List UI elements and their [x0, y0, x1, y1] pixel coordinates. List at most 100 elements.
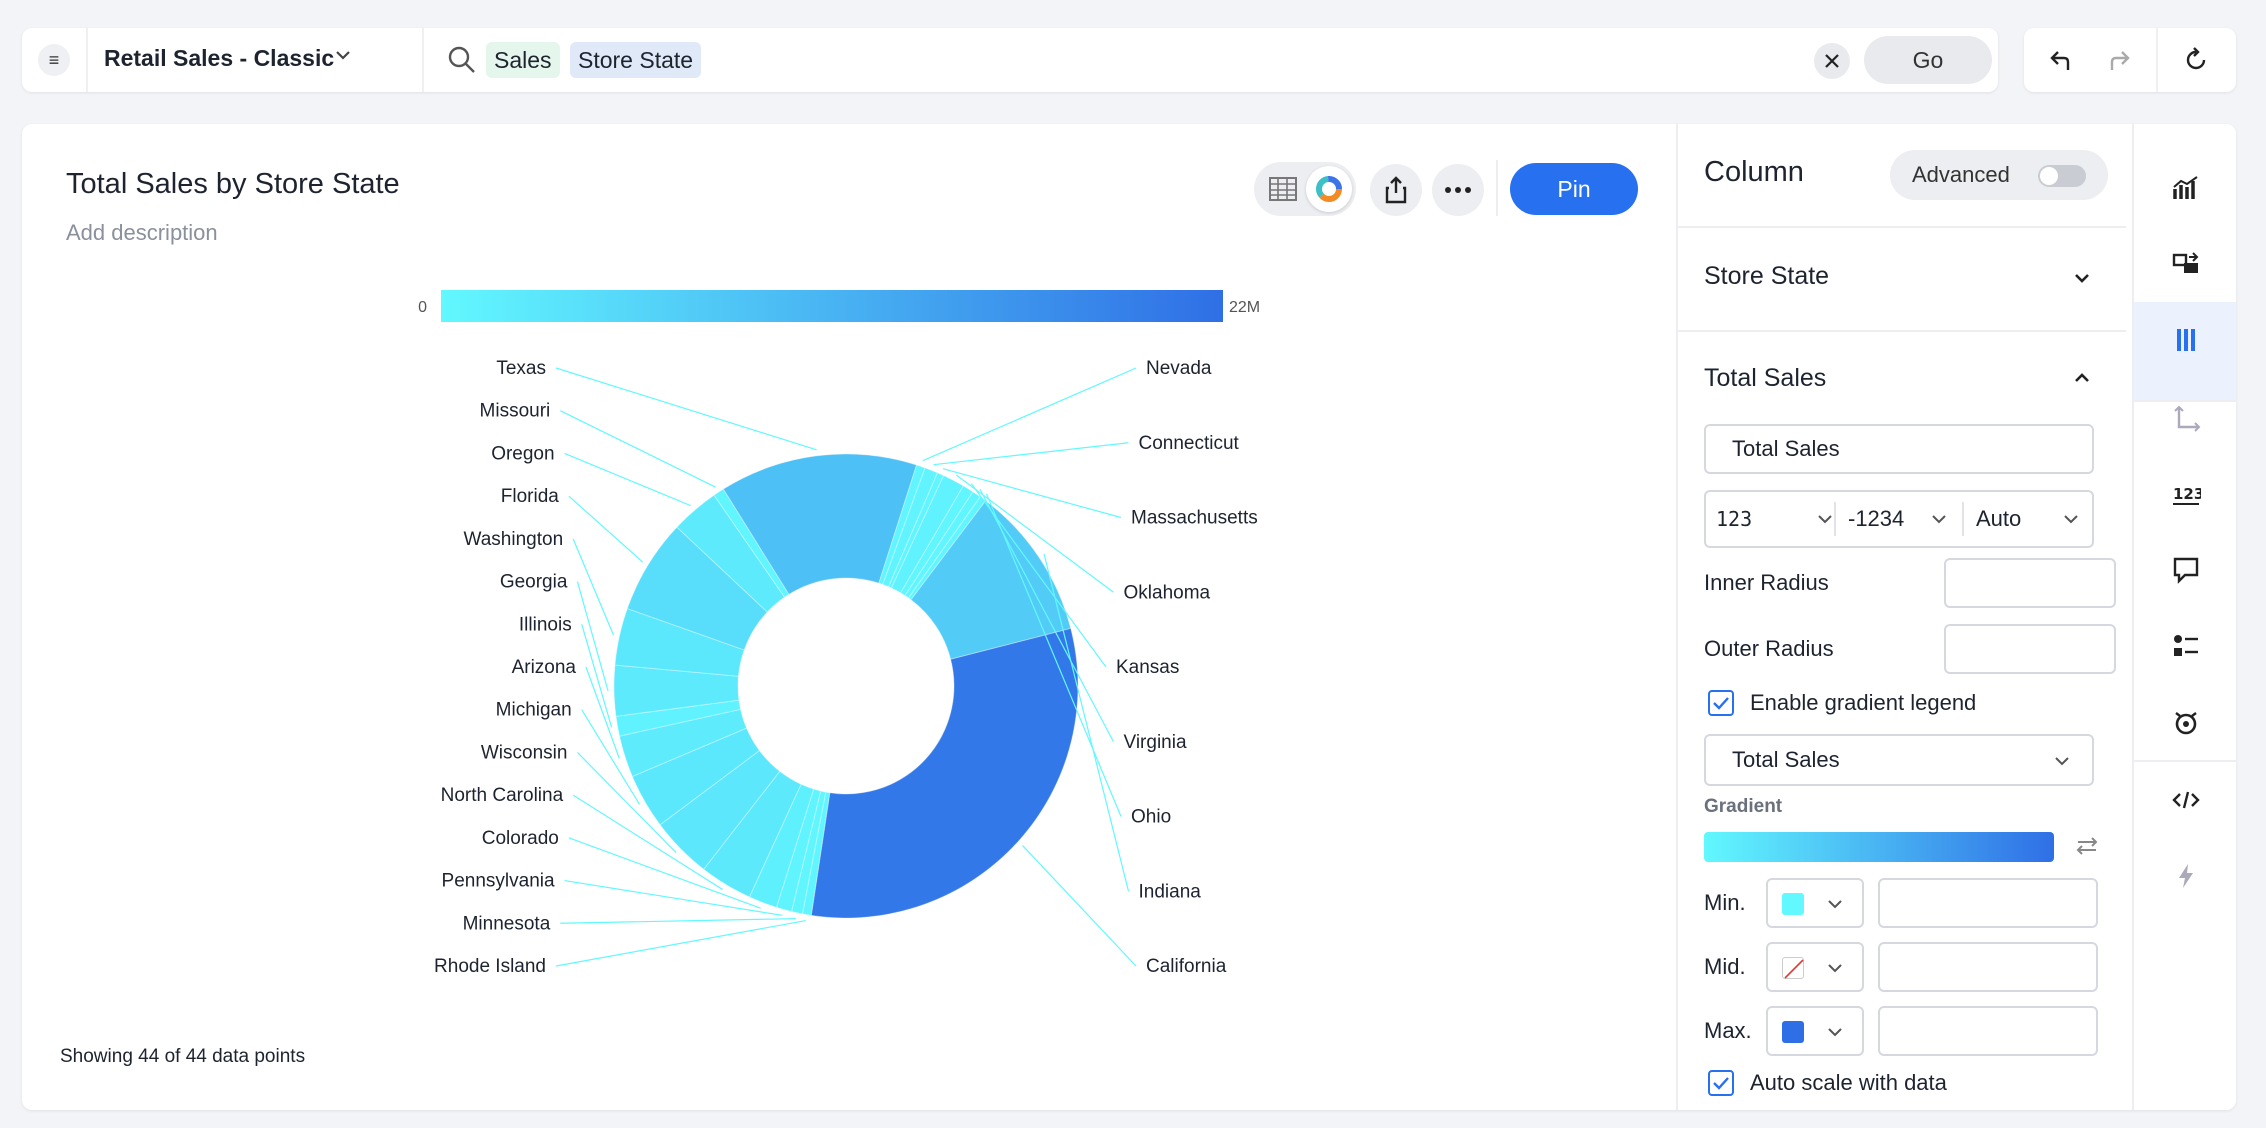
donut-slice[interactable]	[878, 464, 926, 586]
menu-icon[interactable]: ≡	[38, 44, 70, 76]
slice-label: Minnesota	[463, 913, 551, 934]
donut-slice[interactable]	[676, 494, 786, 613]
donut-slice[interactable]	[748, 783, 815, 908]
negative-format-select[interactable]: -1234	[1848, 492, 1948, 546]
chevron-down-icon[interactable]	[2068, 264, 2096, 292]
undo-icon[interactable]	[2046, 44, 2078, 76]
donut-slice[interactable]	[801, 791, 831, 916]
reset-icon[interactable]	[2180, 44, 2212, 76]
label-connector	[581, 709, 641, 805]
label-connector	[577, 752, 677, 854]
inner-radius-label: Inner Radius	[1704, 570, 1829, 595]
gradient-preview	[1704, 832, 2054, 862]
advanced-toggle[interactable]: Advanced	[1890, 150, 2108, 200]
search-token[interactable]: Sales	[486, 42, 560, 78]
max-color-picker[interactable]	[1766, 1006, 1864, 1056]
slice-label: Oregon	[491, 443, 554, 464]
donut-slice[interactable]	[910, 500, 1072, 660]
axes-icon[interactable]	[2168, 402, 2204, 438]
more-options-button[interactable]	[1432, 164, 1484, 216]
comment-icon[interactable]	[2168, 552, 2204, 588]
checkmark-icon	[1713, 1077, 1729, 1090]
label-connector	[560, 410, 716, 488]
swap-gradient-icon[interactable]	[2074, 834, 2100, 863]
data-source-name[interactable]: Retail Sales - Classic	[104, 45, 335, 71]
mid-color-picker[interactable]	[1766, 942, 1864, 992]
slice-label: Washington	[464, 529, 564, 550]
min-label: Min.	[1704, 890, 1746, 915]
search-token[interactable]: Store State	[570, 42, 702, 78]
embed-code-icon[interactable]	[2168, 782, 2204, 818]
number-format-icon[interactable]: 123	[2168, 476, 2204, 512]
advanced-switch[interactable]	[2038, 165, 2086, 187]
redo-icon[interactable]	[2102, 44, 2134, 76]
divider	[2156, 28, 2158, 92]
data-points-count: Showing 44 of 44 data points	[60, 1046, 306, 1067]
donut-slice[interactable]	[887, 472, 945, 589]
spark-icon[interactable]	[2168, 858, 2204, 894]
share-button[interactable]	[1370, 164, 1422, 216]
search-icon	[446, 44, 478, 76]
donut-slice[interactable]	[775, 788, 822, 913]
alert-icon[interactable]	[2168, 704, 2204, 740]
swap-icon[interactable]	[2168, 246, 2204, 282]
donut-slice[interactable]	[626, 526, 768, 651]
max-value-input[interactable]	[1878, 1006, 2098, 1056]
slice-label: Ohio	[1131, 807, 1171, 828]
chevron-down-icon	[1932, 515, 1946, 524]
donut-slice[interactable]	[702, 770, 802, 898]
divider	[1678, 330, 2126, 332]
donut-slice[interactable]	[614, 607, 745, 677]
auto-scale-label: Auto scale with data	[1750, 1070, 1947, 1095]
slice-label: North Carolina	[441, 785, 564, 806]
chevron-down-icon	[1828, 1028, 1842, 1037]
go-button[interactable]: Go	[1864, 36, 1992, 84]
clear-search-button[interactable]	[1814, 43, 1850, 79]
min-value-input[interactable]	[1878, 878, 2098, 928]
label-connector	[564, 452, 691, 507]
description-field[interactable]: Add description	[66, 220, 218, 245]
section-store-state[interactable]: Store State	[1704, 262, 1830, 290]
divider	[422, 28, 424, 92]
pin-button[interactable]: Pin	[1510, 163, 1638, 215]
format-category-select[interactable]: 123	[1716, 492, 1834, 546]
chart-view-icon[interactable]	[1306, 166, 1352, 212]
label-connector	[585, 666, 620, 759]
mid-label: Mid.	[1704, 954, 1746, 979]
history-toolbar	[2024, 28, 2236, 92]
outer-radius-input[interactable]	[1944, 624, 2116, 674]
gradient-legend-label: Enable gradient legend	[1750, 690, 1977, 715]
label-connector	[572, 794, 723, 891]
section-total-sales[interactable]: Total Sales	[1704, 364, 1827, 392]
label-connector	[942, 468, 1122, 519]
inner-radius-input[interactable]	[1944, 558, 2116, 608]
chevron-down-icon	[1828, 900, 1842, 909]
chevron-up-icon[interactable]	[2068, 364, 2096, 392]
units-select[interactable]: Auto	[1976, 492, 2080, 546]
auto-scale-checkbox[interactable]	[1708, 1070, 1734, 1096]
legend-icon[interactable]	[2168, 628, 2204, 664]
donut-slice[interactable]	[904, 491, 981, 599]
min-color-picker[interactable]	[1766, 878, 1864, 928]
view-toggle	[1254, 162, 1356, 216]
donut-slice[interactable]	[882, 467, 939, 588]
gradient-legend-checkbox[interactable]	[1708, 690, 1734, 716]
checkmark-icon	[1713, 697, 1729, 710]
donut-slice[interactable]	[790, 790, 827, 915]
column-name-input[interactable]: Total Sales	[1704, 424, 2094, 474]
gradient-measure-select[interactable]: Total Sales	[1704, 734, 2094, 786]
mid-value-input[interactable]	[1878, 942, 2098, 992]
chart-title[interactable]: Total Sales by Store State	[66, 168, 400, 200]
donut-slice[interactable]	[810, 627, 1079, 919]
settings-rail: 123	[2132, 124, 2236, 1110]
table-view-icon[interactable]	[1268, 174, 1298, 204]
slice-label: Pennsylvania	[442, 871, 555, 892]
chevron-down-icon[interactable]	[332, 44, 354, 72]
divider	[86, 28, 88, 92]
donut-slice[interactable]	[713, 488, 790, 598]
donut-slice[interactable]	[722, 453, 918, 596]
search-bar: ≡ Retail Sales - Classic Sales Store Sta…	[22, 28, 1998, 92]
chart-type-icon[interactable]	[2168, 170, 2204, 206]
legend-min-label: 0	[418, 299, 427, 316]
columns-icon[interactable]	[2168, 322, 2204, 358]
